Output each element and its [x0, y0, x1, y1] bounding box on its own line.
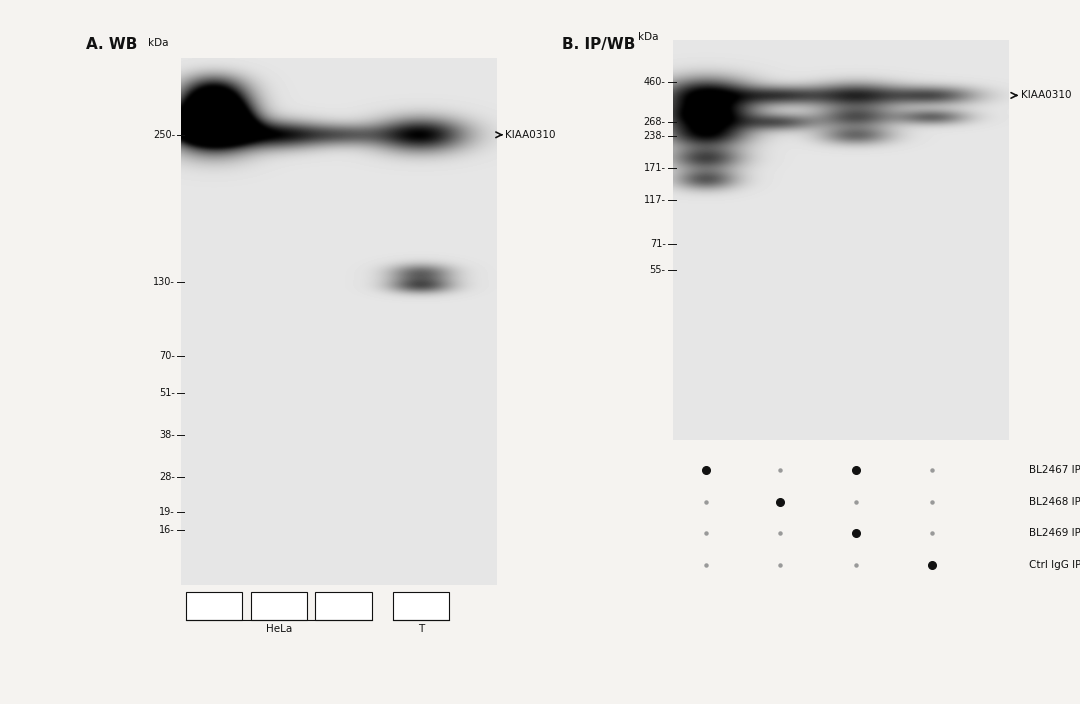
- Text: T: T: [418, 624, 424, 634]
- Text: BL2469 IP: BL2469 IP: [1028, 528, 1080, 538]
- Text: B. IP/WB: B. IP/WB: [562, 37, 635, 52]
- Text: 70-: 70-: [159, 351, 175, 361]
- Text: 19-: 19-: [159, 508, 175, 517]
- Text: kDa: kDa: [148, 38, 168, 49]
- Text: Ctrl IgG IP: Ctrl IgG IP: [1028, 560, 1080, 570]
- Text: BL2467 IP: BL2467 IP: [1028, 465, 1080, 475]
- Text: 71-: 71-: [650, 239, 665, 249]
- Text: 5: 5: [340, 601, 347, 611]
- Text: KIAA0310: KIAA0310: [505, 130, 556, 140]
- Text: 51-: 51-: [159, 388, 175, 398]
- Text: BL2468 IP: BL2468 IP: [1028, 496, 1080, 507]
- Text: kDa: kDa: [637, 32, 658, 42]
- Text: KIAA0310: KIAA0310: [1021, 90, 1071, 101]
- Text: 117-: 117-: [644, 195, 665, 205]
- Text: 250-: 250-: [153, 130, 175, 140]
- Text: 28-: 28-: [159, 472, 175, 482]
- Text: 50: 50: [415, 601, 428, 611]
- Bar: [315, 593, 372, 620]
- Text: 460-: 460-: [644, 77, 665, 87]
- Bar: [251, 593, 307, 620]
- Bar: [186, 593, 242, 620]
- Text: HeLa: HeLa: [266, 624, 292, 634]
- Text: 38-: 38-: [159, 430, 175, 440]
- Text: 171-: 171-: [644, 163, 665, 173]
- Text: 130-: 130-: [153, 277, 175, 287]
- Text: 268-: 268-: [644, 117, 665, 127]
- Text: 50: 50: [207, 601, 220, 611]
- Text: 16-: 16-: [159, 525, 175, 535]
- Text: 238-: 238-: [644, 131, 665, 142]
- Text: 55-: 55-: [650, 265, 665, 275]
- Text: 15: 15: [272, 601, 285, 611]
- Bar: [393, 593, 449, 620]
- Text: A. WB: A. WB: [86, 37, 138, 52]
